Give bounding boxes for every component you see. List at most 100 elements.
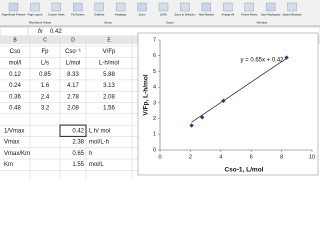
column-header: B: [13, 37, 17, 43]
result-label: Vmax/Km: [4, 151, 30, 157]
result-unit: mol/L: [89, 162, 104, 168]
result-unit: L h/ mol: [89, 128, 110, 134]
ribbon-button-label[interactable]: Page Layout: [28, 13, 43, 17]
cell-value[interactable]: 8.33: [67, 72, 79, 78]
ribbon-group-label: Show: [104, 20, 112, 24]
y-tick-label: 0: [153, 147, 156, 153]
y-tick-label: 4: [153, 85, 156, 91]
ribbon-button-label[interactable]: Switch Windows: [283, 13, 303, 17]
sheet: B C D E Cso Fp Cso⁻¹ V/Fp mol/l L/s L/mol L-h/mol 0.…: [0, 36, 138, 180]
column-header: D: [71, 37, 75, 43]
cell-value[interactable]: 0.24: [9, 83, 21, 89]
cell-value[interactable]: 0.12: [9, 72, 21, 78]
ribbon-button-label[interactable]: Arrange All: [221, 13, 234, 17]
cell-value[interactable]: 1.6: [41, 83, 50, 89]
x-tick-label: 10: [309, 154, 315, 160]
ribbon-button-label[interactable]: Custom Views: [48, 13, 65, 17]
x-tick-label: 4: [219, 154, 222, 160]
cell-value[interactable]: 2.78: [67, 94, 79, 100]
ribbon-icon: [51, 2, 62, 12]
data-point[interactable]: [221, 98, 226, 104]
fx-label: fx: [38, 29, 44, 35]
ribbon-icon: [287, 2, 297, 12]
ribbon-icon: [30, 2, 40, 12]
ribbon-icon: [223, 2, 233, 12]
cell-value[interactable]: 1.56: [103, 106, 115, 112]
ribbon-icon: [8, 2, 19, 12]
cell-header: L/mol: [66, 61, 81, 67]
x-tick-label: 0: [158, 154, 161, 160]
ribbon-group-label: Workbook Views: [29, 20, 52, 24]
y-tick-label: 6: [153, 53, 156, 59]
ribbon-icon: [158, 2, 169, 12]
ribbon-icon: [201, 2, 212, 12]
ribbon-icon: [94, 2, 104, 12]
column-header: C: [43, 37, 47, 43]
x-tick-label: 8: [280, 154, 283, 160]
cell-value[interactable]: 3.2: [41, 106, 50, 112]
y-axis-title: V/Fp, L-h/mol: [143, 74, 150, 115]
ribbon-button-label[interactable]: Zoom to Selection: [174, 13, 195, 17]
result-label: Vmax: [4, 140, 19, 146]
cell-value[interactable]: 2.08: [67, 106, 79, 112]
cell-header: Fp: [41, 49, 49, 55]
cell-value[interactable]: 3.13: [103, 83, 115, 89]
cell-value[interactable]: 0.85: [39, 72, 51, 78]
result-value[interactable]: 2.38: [72, 140, 84, 146]
y-tick-label: 2: [153, 116, 156, 122]
ribbon-button-label[interactable]: Page Break Preview: [2, 13, 26, 17]
result-value[interactable]: 0.65: [72, 151, 84, 157]
x-tick-label: 6: [250, 154, 253, 160]
cell-header: V/Fp: [103, 49, 116, 55]
cell-header: Cso: [10, 49, 21, 55]
selected-cell[interactable]: [59, 124, 87, 137]
ribbon-button-label[interactable]: New Window: [199, 13, 214, 17]
cell-header: mol/l: [9, 61, 22, 67]
ribbon-button-label[interactable]: Gridlines: [94, 13, 105, 17]
cell-value[interactable]: 2.08: [103, 94, 115, 100]
cell-value[interactable]: 0.48: [9, 106, 21, 112]
formula-content: 0.42: [50, 29, 62, 35]
ribbon-button-label[interactable]: Save Workspace: [261, 13, 281, 17]
ribbon-button-label[interactable]: Zoom: [139, 13, 146, 17]
ribbon-button-label[interactable]: Full Screen: [71, 13, 85, 17]
chart-frame[interactable]: [137, 32, 319, 176]
trendline-equation: y = 0.65x + 0.42: [240, 58, 284, 64]
cell-header: L-h/mol: [99, 61, 119, 67]
cell-header: Cso⁻¹: [65, 49, 81, 55]
column-header: E: [107, 37, 111, 43]
y-tick-label: 7: [153, 37, 156, 43]
ribbon-icon: [115, 2, 126, 12]
result-value[interactable]: 1.55: [72, 162, 84, 168]
ribbon-button-label[interactable]: Freeze Panes: [241, 13, 258, 17]
result-unit: h: [89, 151, 92, 157]
ribbon-icon: [137, 2, 147, 12]
data-point[interactable]: [189, 123, 194, 128]
ribbon-icon: [73, 2, 83, 12]
result-unit: mol/L-h: [89, 140, 109, 146]
ribbon-group-label: Zoom: [166, 20, 174, 24]
data-point[interactable]: [284, 55, 289, 60]
ribbon-button-label[interactable]: 100%: [160, 13, 167, 17]
cell-value[interactable]: 0.36: [9, 94, 21, 100]
cell-value[interactable]: 5.88: [103, 72, 115, 78]
ribbon-button-label[interactable]: Headings: [115, 13, 127, 17]
y-tick-label: 3: [153, 100, 156, 106]
ribbon-icon: [180, 2, 190, 12]
cell-value[interactable]: 4.17: [67, 83, 79, 89]
trendline: [191, 58, 287, 123]
cell-header: L/s: [41, 61, 49, 67]
cell-value[interactable]: 2.4: [41, 94, 50, 100]
chart: Cso-1, L/mol V/Fp, L-h/mol y = 0.65x + 0…: [137, 32, 319, 176]
ribbon-group-label: Window: [257, 20, 269, 24]
ribbon-icon: [265, 2, 276, 12]
x-tick-label: 2: [189, 154, 192, 160]
name-box[interactable]: [0, 26, 29, 37]
data-point[interactable]: [200, 115, 205, 120]
x-axis-title: Cso-1, L/mol: [224, 167, 263, 174]
y-tick-label: 5: [153, 69, 156, 75]
y-tick-label: 1: [153, 132, 156, 138]
result-label: 1/Vmax: [4, 128, 24, 134]
result-value[interactable]: 0.42: [72, 128, 84, 134]
ribbon-icon: [244, 2, 254, 12]
